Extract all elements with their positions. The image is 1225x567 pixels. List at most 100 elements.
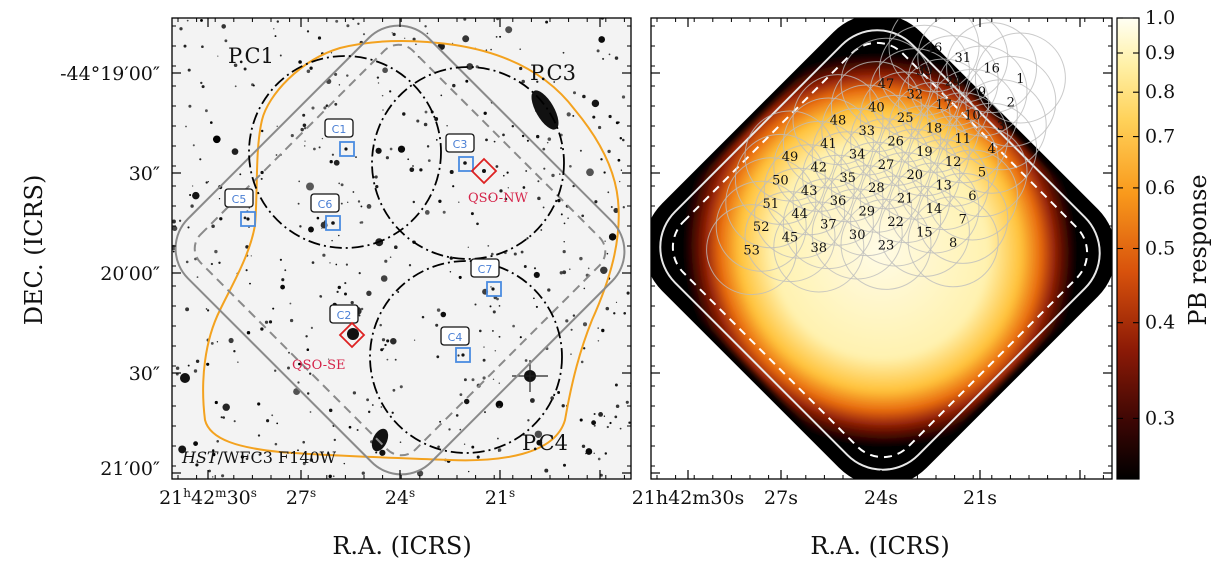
star: [579, 256, 583, 261]
star: [386, 339, 390, 343]
star: [613, 207, 619, 213]
star: [496, 297, 499, 301]
star: [582, 94, 586, 99]
star: [379, 323, 382, 327]
star: [303, 126, 307, 130]
star: [274, 369, 277, 372]
star: [448, 428, 451, 431]
star: [260, 177, 263, 180]
svg-text:C5: C5: [232, 193, 247, 206]
star: [570, 328, 573, 331]
pointing-circle: [792, 74, 884, 166]
star: [187, 364, 190, 367]
pointing-number: 29: [859, 205, 876, 220]
star: [380, 406, 383, 408]
star: [626, 291, 630, 295]
star: [608, 233, 617, 241]
pointing-number: 6: [968, 189, 976, 204]
colorbar: 1.0 0.9 0.8 0.7 0.6 0.5 0.4 0.3 PB response: [1116, 7, 1212, 480]
star: [214, 400, 218, 405]
star: [346, 74, 349, 77]
star: [490, 48, 492, 51]
star: [601, 328, 605, 333]
star: [399, 385, 403, 389]
star: [394, 245, 398, 249]
pointing-number: 11: [955, 132, 972, 147]
star: [617, 121, 620, 124]
star: [502, 133, 505, 137]
star: [495, 400, 504, 409]
pointing-number: 17: [935, 98, 952, 113]
star: [276, 125, 278, 127]
star: [392, 32, 396, 37]
star: [221, 24, 226, 29]
star: [591, 99, 600, 108]
star: [424, 210, 430, 215]
y-tick-label: 21′00″: [100, 458, 160, 480]
star: [178, 445, 187, 454]
star: [379, 449, 386, 456]
star: [172, 225, 178, 232]
star: [219, 217, 223, 221]
star: [608, 53, 611, 56]
source-c1: C1: [324, 118, 355, 157]
star: [193, 369, 198, 373]
star: [614, 383, 618, 387]
star: [604, 452, 608, 455]
star: [258, 453, 261, 456]
star: [205, 308, 208, 310]
star: [592, 115, 596, 119]
star: [390, 337, 397, 345]
star: [305, 335, 308, 338]
x-tick-label: 21s: [963, 487, 997, 509]
star: [499, 189, 503, 193]
star: [523, 265, 527, 268]
star: [416, 119, 420, 123]
star: [563, 241, 565, 243]
star: [600, 158, 603, 161]
star: [217, 55, 219, 57]
star: [597, 125, 602, 130]
pointing-circle: [725, 157, 817, 249]
star: [621, 95, 626, 99]
star: [209, 121, 213, 124]
star: [413, 339, 416, 341]
star: [506, 171, 509, 174]
star: [263, 60, 266, 63]
svg-text:C2: C2: [337, 309, 352, 322]
pointing-number: 8: [949, 236, 957, 251]
star: [200, 18, 203, 22]
star: [389, 256, 392, 258]
colorbar-tick-label: 0.6: [1145, 177, 1175, 199]
pointing-number: 24: [945, 75, 962, 90]
pointing-label-pc4: P.C4: [522, 431, 568, 455]
source-c7: C7: [470, 258, 502, 297]
star: [187, 226, 190, 229]
pointing-number: 39: [916, 64, 933, 79]
star: [535, 305, 538, 308]
star: [352, 191, 355, 193]
star: [491, 329, 494, 332]
star: [389, 147, 393, 151]
star: [537, 196, 541, 201]
star: [463, 443, 466, 445]
star: [246, 330, 251, 335]
svg-text:C3: C3: [453, 138, 468, 151]
star: [210, 262, 214, 266]
star: [533, 297, 535, 300]
svg-text:C4: C4: [448, 331, 463, 344]
star: [563, 222, 566, 225]
star: [498, 406, 501, 409]
svg-text:C7: C7: [478, 263, 493, 276]
star: [334, 102, 338, 106]
star: [550, 396, 554, 400]
star: [599, 473, 603, 477]
star: [308, 226, 314, 233]
star: [559, 173, 561, 175]
star: [476, 455, 480, 459]
star: [343, 462, 346, 465]
pointing-number: 14: [926, 202, 943, 217]
star: [534, 430, 543, 439]
star: [435, 139, 438, 141]
star: [504, 197, 508, 201]
